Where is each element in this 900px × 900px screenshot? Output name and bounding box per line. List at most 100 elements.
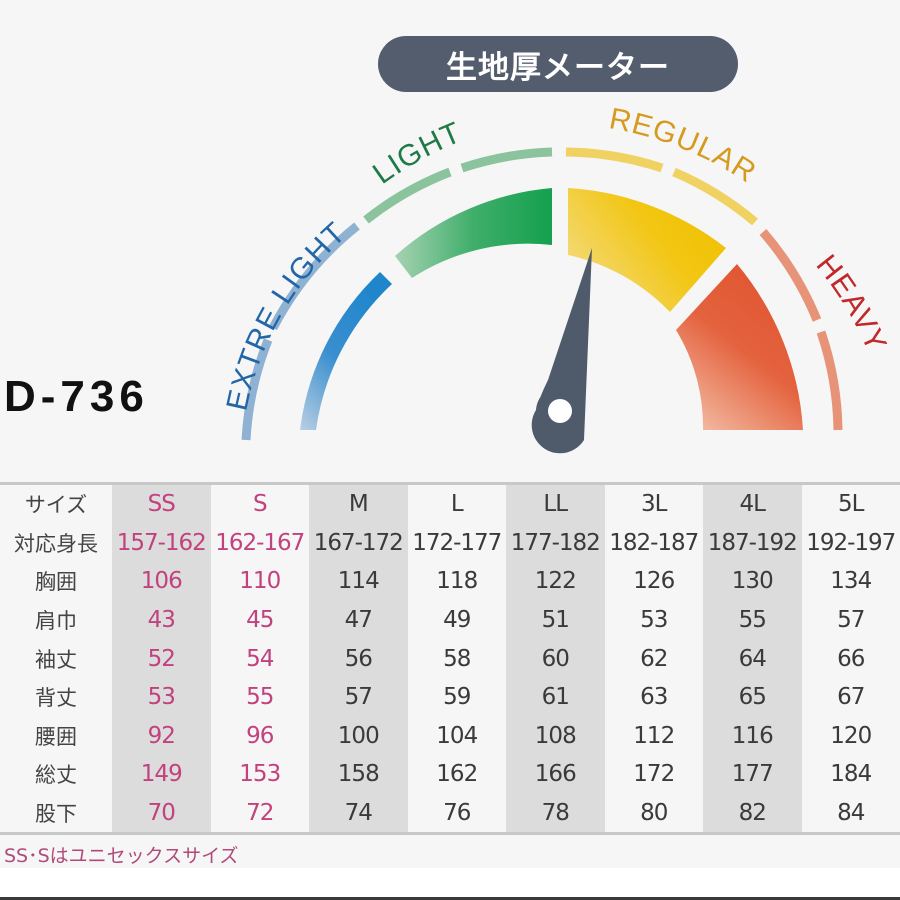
row-label: 対応身長	[14, 531, 98, 556]
table-cell: 158	[309, 755, 408, 794]
table-cell: 153	[239, 761, 281, 788]
table-cell: 126	[633, 568, 675, 595]
table-cell: 74	[309, 793, 408, 834]
table-cell: 162-167	[215, 529, 305, 556]
row-label: サイズ	[24, 493, 88, 518]
label-light: LIGHT	[367, 116, 466, 191]
table-cell: 116	[703, 716, 802, 756]
band-regular	[568, 188, 726, 312]
needle-pivot-hole	[548, 399, 572, 423]
table-cell: 177-182	[506, 523, 605, 563]
footer-area	[0, 868, 900, 900]
table-row: 背丈 53 55 57 59 61 63 65 67	[0, 677, 900, 717]
table-cell: 172	[633, 761, 675, 788]
table-cell: 184	[830, 761, 872, 788]
table-cell: 192-197	[806, 529, 896, 556]
table-row: 対応身長 157-162 162-167 167-172 172-177 177-182 1…	[0, 523, 900, 563]
band-light	[395, 188, 552, 278]
scale-regular-2	[672, 167, 758, 226]
table-row: 肩巾 43 45 47 49 51 53 55 57	[0, 600, 900, 640]
table-cell: 64	[703, 639, 802, 678]
level-bands	[300, 188, 803, 430]
table-cell: 104	[436, 722, 478, 749]
table-cell: 56	[309, 639, 408, 678]
table-cell: 110	[239, 568, 281, 595]
table-cell: 149	[112, 755, 211, 794]
table-cell: 52	[112, 639, 211, 678]
table-row: 腰囲 92 96 100 104 108 112 116 120	[0, 716, 900, 756]
table-cell: 82	[703, 793, 802, 834]
scale-light-1	[363, 167, 452, 224]
table-cell: 108	[506, 716, 605, 756]
table-cell: 53	[640, 607, 668, 634]
table-cell: 122	[506, 562, 605, 601]
table-cell: 80	[640, 800, 668, 827]
table-cell: 55	[246, 684, 274, 711]
table-cell: 55	[703, 600, 802, 640]
table-cell: 60	[506, 639, 605, 678]
table-cell: 96	[246, 722, 274, 749]
band-heavy	[676, 264, 803, 430]
table-cell: 134	[830, 568, 872, 595]
product-model-number: D-736	[4, 372, 149, 421]
table-cell: M	[309, 483, 408, 524]
table-cell: 67	[837, 684, 865, 711]
table-cell: 66	[837, 645, 865, 672]
table-cell: 45	[246, 607, 274, 634]
table-cell: 3L	[641, 491, 667, 518]
table-cell: 72	[246, 800, 274, 827]
table-cell: LL	[506, 483, 605, 524]
outer-scale-arcs	[241, 147, 843, 441]
table-cell: 51	[506, 600, 605, 640]
fabric-thickness-meter-title: 生地厚メーター	[378, 36, 738, 92]
table-cell: 62	[640, 645, 668, 672]
scale-heavy-2	[816, 330, 843, 431]
table-cell: 187-192	[703, 523, 802, 563]
table-cell: 70	[112, 793, 211, 834]
table-cell: 58	[443, 645, 471, 672]
table-row: 股下 70 72 74 76 78 80 82 84	[0, 793, 900, 834]
scale-heavy-1	[759, 229, 822, 322]
table-cell: 78	[506, 793, 605, 834]
table-cell: 92	[112, 716, 211, 756]
table-cell: 162	[436, 761, 478, 788]
footer-divider	[0, 897, 900, 900]
table-row: 袖丈 52 54 56 58 60 62 64 66	[0, 639, 900, 678]
table-cell: 157-162	[112, 523, 211, 563]
row-label: 背丈	[35, 686, 77, 711]
label-extra-light: EXTRE LIGHT	[220, 216, 352, 414]
scale-regular-1	[565, 147, 664, 173]
table-cell: 118	[436, 568, 478, 595]
fabric-thickness-gauge: EXTRE LIGHT LIGHT REGULAR HEAVY	[220, 102, 892, 454]
unisex-size-note: SS･Sはユニセックスサイズ	[4, 845, 239, 867]
table-cell: SS	[112, 483, 211, 524]
table-cell: 182-187	[609, 529, 699, 556]
scale-extra-light-2	[269, 222, 360, 331]
table-cell: 4L	[703, 483, 802, 524]
title-text: 生地厚メーター	[446, 49, 670, 86]
size-chart: サイズ SS S M L LL 3L 4L 5L 対応身長 157-162 162-167 167-17…	[0, 482, 900, 836]
table-row: 胸囲 106 110 114 118 122 126 130 134	[0, 562, 900, 601]
table-cell: 61	[506, 677, 605, 717]
table-cell: 167-172	[309, 523, 408, 563]
row-label: 総丈	[35, 763, 77, 788]
table-cell: 63	[640, 684, 668, 711]
row-label: 肩巾	[35, 609, 77, 634]
table-row: 総丈 149 153 158 162 166 172 177 184	[0, 755, 900, 794]
row-label: 袖丈	[35, 647, 77, 672]
table-cell: 43	[112, 600, 211, 640]
table-cell: 5L	[838, 491, 864, 518]
table-cell: 59	[443, 684, 471, 711]
table-cell: 120	[830, 722, 872, 749]
table-cell: 166	[506, 755, 605, 794]
table-cell: 57	[837, 607, 865, 634]
gauge-needle	[531, 248, 592, 454]
table-cell: 57	[309, 677, 408, 717]
table-cell: 130	[703, 562, 802, 601]
table-cell: 112	[633, 722, 675, 749]
size-table: サイズ SS S M L LL 3L 4L 5L 対応身長 157-162 162-167 167-17…	[0, 482, 900, 836]
row-label: 胸囲	[35, 570, 77, 595]
table-cell: L	[450, 491, 464, 518]
table-cell: 100	[309, 716, 408, 756]
table-cell: S	[252, 491, 268, 518]
